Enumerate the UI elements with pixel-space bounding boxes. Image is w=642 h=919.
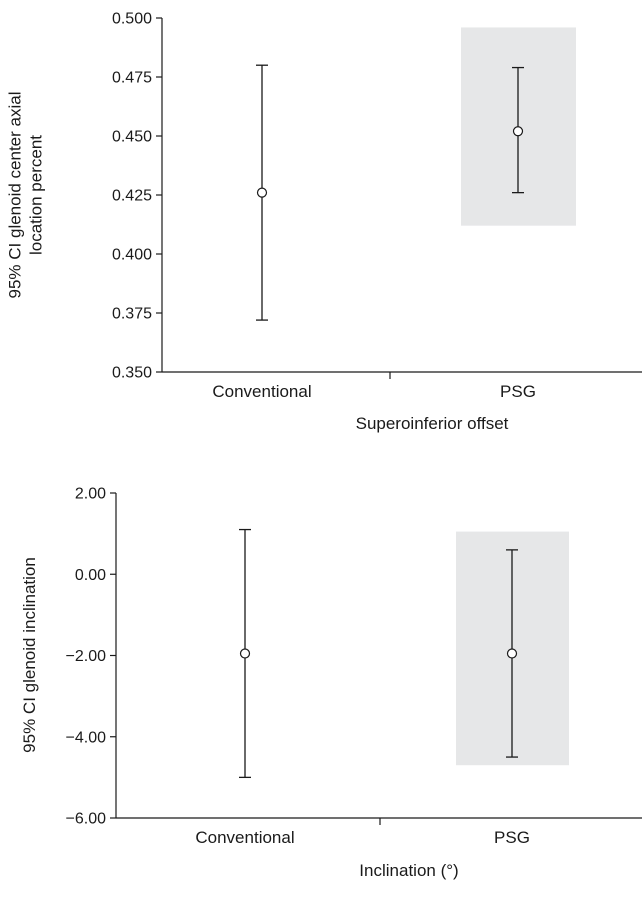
y-axis-title-0-0: 95% CI glenoid center axial: [6, 92, 25, 299]
mean-point-0-0: [256, 187, 268, 198]
y-tick-label-0-2: 0.450: [112, 129, 152, 146]
mean-point-1-0: [239, 648, 251, 659]
y-tick-label-0-1: 0.475: [112, 70, 152, 87]
x-category-label-1-1: PSG: [494, 828, 530, 847]
y-tick-label-0-6: 0.350: [112, 365, 152, 382]
y-tick-label-1-2: −2.00: [66, 648, 107, 665]
mean-point-0-1: [512, 126, 524, 137]
x-category-label-0-0: Conventional: [212, 382, 311, 401]
y-tick-label-1-1: 0.00: [75, 567, 106, 584]
y-tick-label-0-0: 0.500: [112, 11, 152, 28]
y-tick-label-1-0: 2.00: [75, 486, 106, 503]
x-category-label-0-1: PSG: [500, 382, 536, 401]
y-tick-label-0-5: 0.375: [112, 306, 152, 323]
y-tick-label-1-3: −4.00: [66, 729, 107, 746]
x-axis-title-0: Superoinferior offset: [356, 414, 509, 433]
x-category-label-1-0: Conventional: [195, 828, 294, 847]
x-axis-title-1: Inclination (°): [359, 861, 458, 880]
y-tick-label-0-3: 0.425: [112, 188, 152, 205]
y-axis-title-0-1: location percent: [27, 135, 46, 255]
y-tick-label-0-4: 0.400: [112, 247, 152, 264]
y-tick-label-1-4: −6.00: [66, 811, 107, 828]
mean-point-1-1: [506, 648, 518, 659]
y-axis-title-1-0: 95% CI glenoid inclination: [20, 557, 39, 753]
